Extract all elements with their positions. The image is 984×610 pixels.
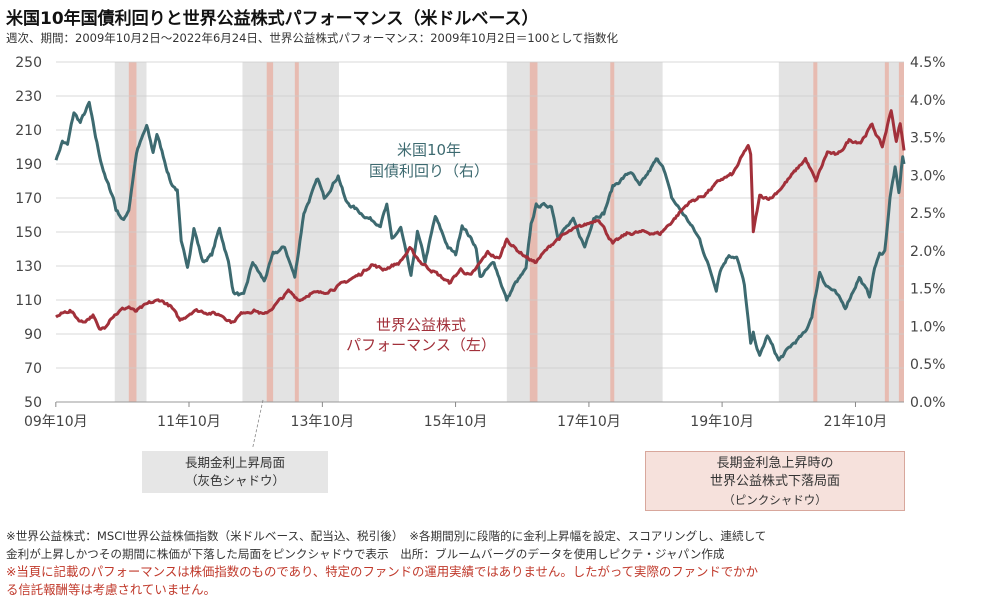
chart-subtitle: 週次、期間：2009年10月2日～2022年6月24日、世界公益株式パフォーマン… [6,31,619,45]
chart-title: 米国10年国債利回りと世界公益株式パフォーマンス（米ドルベース） [6,9,539,29]
pink-legend-line3: （ピンクシャドウ） [723,493,827,507]
y-right-tick-label: 2.5% [910,206,946,222]
gray-box-connector [252,399,264,448]
axis-layer: 50 70 90 110 130 150 170 190 210 230 250 0.0% 0.5% 1.… [15,55,945,430]
y-right-tick-label: 3.0% [910,168,946,184]
y-right-tick-label: 4.5% [910,55,946,71]
equity-series-label-line2: パフォーマンス（左） [346,336,496,354]
footnotes: ※世界公益株式：MSCI世界公益株価指数（米ドルベース、配当込、税引後） ※各期… [6,527,981,599]
y-left-tick-label: 50 [24,395,42,411]
y-right-tick-label: 0.5% [910,357,946,373]
line-chart: 50 70 90 110 130 150 170 190 210 230 250 0.0% 0.5% 1.… [15,55,946,448]
y-right-tick-label: 0.0% [910,395,946,411]
yield-series-label-line1: 米国10年 [397,141,461,159]
gray-shadow-legend-box: 長期金利上昇局面 （灰色シャドウ） [142,451,328,493]
x-tick-label: 21年10月 [824,414,888,430]
pink-legend-line1: 長期金利急上昇時の [716,456,834,471]
y-left-tick-label: 110 [15,293,42,309]
y-left-tick-label: 250 [15,55,42,71]
x-tick-label: 19年10月 [690,414,754,430]
footnote-line2: 金利が上昇しかつその期間に株価が下落した局面をピンクシャドウで表示 出所：ブルー… [6,547,725,561]
gray-legend-line1: 長期金利上昇局面 [184,455,285,470]
x-tick-label: 09年10月 [24,414,88,430]
x-tick-label: 15年10月 [424,414,488,430]
disclaimer-line1: ※当頁に記載のパフォーマンスは株価指数のものであり、特定のファンドの運用実績では… [6,564,758,579]
y-right-tick-label: 4.0% [910,93,946,109]
y-right-tick-label: 1.0% [910,319,946,335]
y-left-tick-label: 70 [24,361,42,377]
pink-legend-line2: 世界公益株式下落局面 [709,474,840,489]
equity-series-line [55,109,906,331]
y-left-tick-label: 190 [15,157,42,173]
x-tick-label: 17年10月 [557,414,621,430]
x-tick-label: 13年10月 [291,414,355,430]
equity-series-label-line1: 世界公益株式 [376,316,466,334]
y-left-tick-label: 230 [15,89,42,105]
y-left-tick-label: 210 [15,123,42,139]
disclaimer-line2: る信託報酬等は考慮されていません。 [6,582,216,597]
y-right-tick-label: 2.0% [910,244,946,260]
series-annotations: 米国10年 国債利回り（右） 世界公益株式 パフォーマンス（左） [252,141,496,448]
footnote-line1: ※世界公益株式：MSCI世界公益株価指数（米ドルベース、配当込、税引後） ※各期… [6,529,767,543]
pink-shadow-legend-box: 長期金利急上昇時の 世界公益株式下落局面 （ピンクシャドウ） [645,451,905,511]
y-left-tick-label: 150 [15,225,42,241]
yield-series-label-line2: 国債利回り（右） [369,162,489,180]
x-tick-label: 11年10月 [157,414,221,430]
yield-series-line [54,100,906,362]
y-left-tick-label: 170 [15,191,42,207]
gray-legend-line2: （灰色シャドウ） [184,473,285,488]
series-layer [54,100,906,362]
y-right-tick-label: 3.5% [910,131,946,147]
y-right-tick-label: 1.5% [910,282,946,298]
y-left-tick-label: 130 [15,259,42,275]
y-left-tick-label: 90 [24,327,42,343]
